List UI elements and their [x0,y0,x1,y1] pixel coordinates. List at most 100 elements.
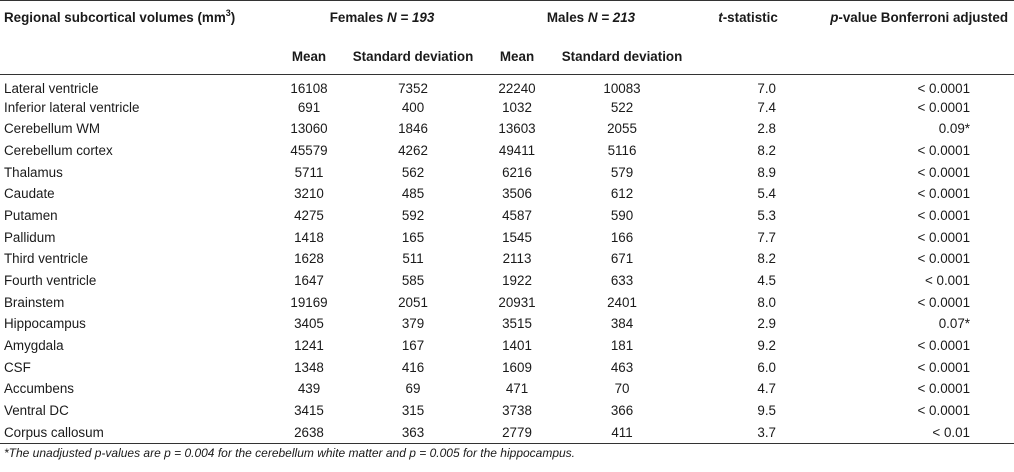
table-row: Inferior lateral ventricle 691 400 1032 522 7… [0,96,1014,118]
header-row-groups: Regional subcortical volumes (mm3) Femal… [0,0,1014,37]
header-row-stats: Mean Standard deviation Mean Standard de… [0,37,1014,75]
cell-male-sd: 384 [610,316,634,332]
cell-t-statistic: 9.2 [757,338,777,354]
header-region: Regional subcortical volumes (mm3) [4,8,236,26]
cell-female-sd: 416 [401,359,425,375]
cell-region: Corpus callosum [4,424,104,440]
table-row: Cerebellum WM 13060 1846 13603 2055 2.8 0.09* [0,118,1014,140]
cell-male-mean: 2779 [502,424,532,440]
cell-male-sd: 411 [611,424,633,440]
header-female-sd: Standard deviation [352,48,474,64]
header-t-statistic: t-statistic [718,10,778,25]
cell-male-sd: 5116 [607,142,637,158]
cell-male-sd: 10083 [603,81,641,97]
table-row: Third ventricle 1628 511 2113 671 8.2 < 0.0001 [0,248,1014,270]
cell-female-sd: 2051 [398,294,428,310]
cell-t-statistic: 3.7 [757,424,777,440]
table-row: Brainstem 19169 2051 20931 2401 8.0 < 0.0001 [0,291,1014,313]
cell-p-value: 0.09* [938,121,971,137]
cell-female-mean: 13060 [290,121,328,137]
cell-region: Third ventricle [4,251,89,267]
cell-p-value: < 0.0001 [917,251,971,267]
table-row: Cerebellum cortex 45579 4262 49411 5116 8.2 < … [0,140,1014,162]
cell-p-value: < 0.0001 [917,294,971,310]
cell-female-sd: 1846 [398,121,428,137]
table-row: Lateral ventricle 16108 7352 22240 10083 7.0 <… [0,75,1014,97]
cell-female-mean: 1241 [294,338,324,354]
cell-p-value: < 0.001 [924,273,971,289]
cell-male-mean: 6216 [502,164,532,180]
cell-male-sd: 579 [610,164,634,180]
header-males: Males N = 213 [546,10,636,25]
cell-male-mean: 3738 [502,403,532,419]
cell-p-value: 0.07* [938,316,971,332]
cell-female-mean: 16108 [290,81,328,97]
cell-male-mean: 22240 [498,81,536,97]
cell-p-value: < 0.0001 [917,381,971,397]
cell-p-value: < 0.0001 [917,338,971,354]
cell-region: Cerebellum WM [4,121,100,137]
cell-female-sd: 7352 [398,81,428,97]
cell-t-statistic: 8.0 [757,294,777,310]
cell-female-mean: 19169 [290,294,328,310]
cell-male-sd: 366 [610,403,634,419]
cell-female-sd: 400 [401,99,425,115]
cell-t-statistic: 8.2 [757,251,777,267]
cell-male-mean: 1922 [502,273,532,289]
cell-female-sd: 69 [405,381,421,397]
cell-female-sd: 511 [402,251,424,267]
cell-t-statistic: 7.4 [757,99,777,115]
cell-female-sd: 485 [401,186,425,202]
cell-p-value: < 0.0001 [917,186,971,202]
cell-p-value: < 0.0001 [917,207,971,223]
cell-region: Accumbens [4,381,74,397]
table-row: Hippocampus 3405 379 3515 384 2.9 0.07* [0,313,1014,335]
footnote: *The unadjusted p-values are p = 0.004 f… [4,446,576,460]
cell-region: CSF [4,359,31,375]
subcortical-volumes-table: Regional subcortical volumes (mm3) Femal… [0,0,1014,444]
cell-t-statistic: 8.2 [757,142,777,158]
cell-t-statistic: 6.0 [757,359,777,375]
cell-p-value: < 0.0001 [917,229,971,245]
cell-female-sd: 592 [401,207,425,223]
cell-region: Caudate [4,186,55,202]
cell-male-mean: 471 [505,381,529,397]
cell-t-statistic: 4.7 [757,381,777,397]
cell-male-mean: 1545 [502,229,532,245]
cell-female-mean: 1628 [294,251,324,267]
table-row: Caudate 3210 485 3506 612 5.4 < 0.0001 [0,183,1014,205]
cell-male-sd: 181 [610,338,634,354]
cell-male-sd: 671 [610,251,634,267]
cell-male-sd: 2055 [607,121,637,137]
cell-female-mean: 45579 [290,142,328,158]
cell-p-value: < 0.0001 [917,359,971,375]
cell-female-mean: 2638 [294,424,324,440]
cell-female-sd: 585 [401,273,425,289]
cell-region: Thalamus [4,164,63,180]
cell-female-mean: 1348 [294,359,324,375]
cell-region: Hippocampus [4,316,86,332]
cell-male-mean: 4587 [502,207,532,223]
cell-region: Lateral ventricle [4,81,99,97]
cell-p-value: < 0.0001 [917,164,971,180]
header-p-value: p-value Bonferroni adjusted [830,10,1009,25]
cell-region: Fourth ventricle [4,273,97,289]
cell-female-sd: 363 [401,424,425,440]
table-row: Fourth ventricle 1647 585 1922 633 4.5 < 0.001 [0,270,1014,292]
cell-female-mean: 3415 [294,403,324,419]
cell-region: Brainstem [4,294,65,310]
cell-male-sd: 463 [610,359,634,375]
cell-male-mean: 49411 [498,142,536,158]
cell-male-sd: 522 [610,99,634,115]
cell-female-mean: 1647 [294,273,324,289]
header-male-sd: Standard deviation [561,48,683,64]
table-row: Corpus callosum 2638 363 2779 411 3.7 < 0.01 [0,422,1014,444]
cell-male-mean: 3506 [502,186,532,202]
cell-female-sd: 562 [401,164,425,180]
cell-p-value: < 0.0001 [917,99,971,115]
cell-male-mean: 1609 [502,359,532,375]
cell-region: Inferior lateral ventricle [4,99,140,115]
cell-region: Pallidum [4,229,56,245]
cell-female-mean: 1418 [294,229,324,245]
